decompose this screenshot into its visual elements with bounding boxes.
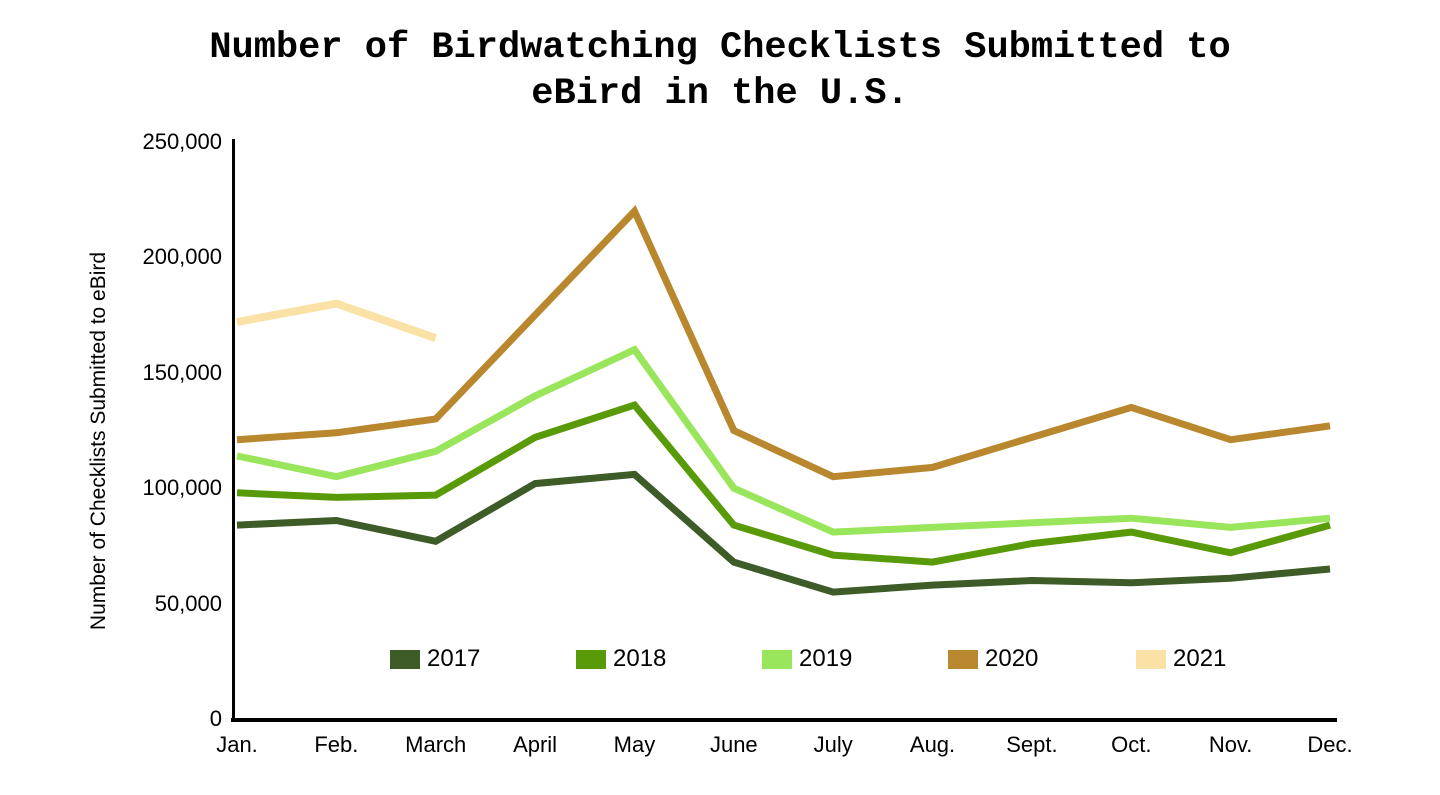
x-tick-label: Jan. [216,732,258,757]
y-tick-label: 100,000 [142,475,222,501]
legend-label-2017: 2017 [427,645,481,672]
legend-swatch-2021 [1136,649,1166,669]
legend-item-2021: 2021 [1136,645,1227,672]
legend-label-2018: 2018 [613,645,667,672]
legend-swatch-2017 [390,649,420,669]
y-tick-label: 200,000 [142,244,222,270]
y-tick-label: 150,000 [142,359,222,385]
x-tick-label: March [405,732,467,757]
legend-label-2020: 2020 [985,645,1039,672]
series-line-2017 [236,470,1331,596]
legend-item-2017: 2017 [390,645,481,672]
x-tick-label: May [613,732,656,757]
x-tick-label: April [513,732,558,757]
legend-swatch-2018 [576,649,606,669]
y-tick-label: 50,000 [154,590,222,616]
x-tick-label: Nov. [1208,732,1253,757]
x-tick-label: Dec. [1307,732,1353,757]
y-tick-label: 0 [209,706,222,731]
legend-label-2019: 2019 [799,645,853,672]
legend-swatch-2019 [762,649,792,669]
y-tick-label: 250,000 [142,129,222,154]
series-line-2019 [236,345,1331,536]
x-tick-label: Aug. [909,732,956,757]
series-line-2020 [236,205,1331,481]
x-tick-label: Oct. [1111,732,1152,757]
series-line-2021 [236,299,438,342]
legend-item-2020: 2020 [948,645,1039,672]
x-tick-label: June [709,732,758,757]
legend-label-2021: 2021 [1173,645,1227,672]
chart-title: Number of Birdwatching Checklists Submit… [209,27,1231,115]
legend-item-2019: 2019 [762,645,853,672]
x-tick-label: Sept. [1006,732,1058,757]
series-line-2018 [236,401,1331,566]
x-tick-label: July [813,732,853,757]
legend-item-2018: 2018 [576,645,667,672]
x-tick-label: Feb. [314,732,359,757]
legend-swatch-2020 [948,649,978,669]
